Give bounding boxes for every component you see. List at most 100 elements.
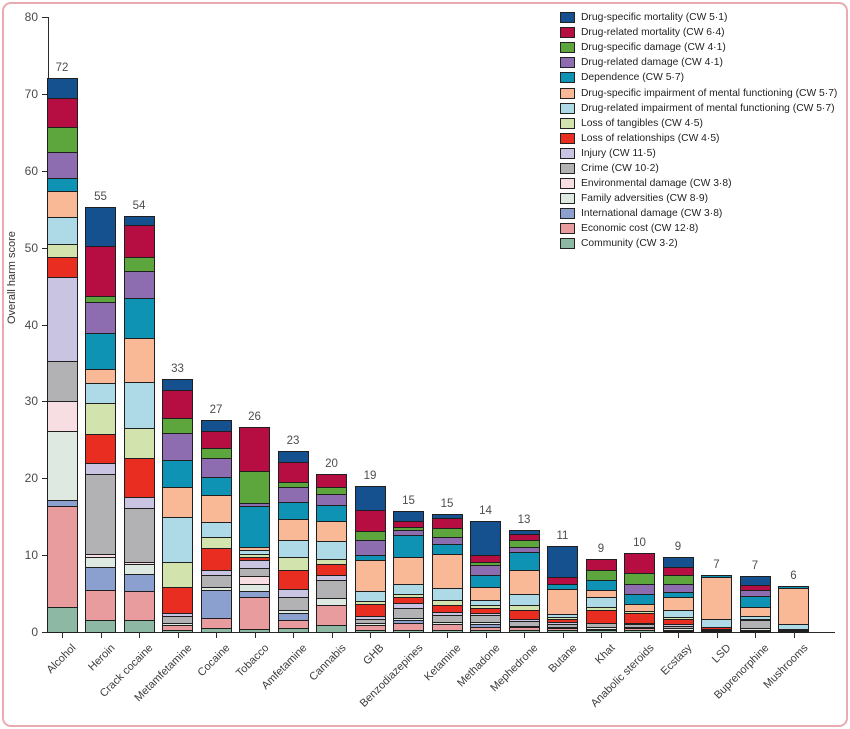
bar-segment <box>548 618 577 622</box>
bar-segment <box>201 476 231 496</box>
bar-segment <box>47 500 77 506</box>
bar-segment <box>509 630 539 632</box>
bar-segment <box>86 296 115 303</box>
legend-item: Dependence (CW 5·7) <box>560 70 837 85</box>
legend-swatch <box>560 117 575 129</box>
bar-segment <box>201 548 231 570</box>
bar-amfetamine <box>277 451 309 633</box>
bar-segment <box>86 556 115 567</box>
legend-swatch <box>560 87 575 99</box>
legend-item: Drug-specific mortality (CW 5·1) <box>560 10 837 25</box>
bar-segment <box>471 562 500 566</box>
bar-segment <box>394 529 423 536</box>
bar-segment <box>278 502 308 519</box>
bar-segment <box>201 495 231 523</box>
bar-segment <box>471 608 500 613</box>
x-tick <box>370 632 371 638</box>
bar-segment <box>47 361 77 401</box>
bar-segment <box>663 629 693 632</box>
y-tick <box>42 324 48 326</box>
bar-segment <box>355 539 385 556</box>
bar-segment <box>240 591 269 597</box>
bar-value-label: 9 <box>597 542 605 555</box>
legend-swatch <box>560 193 575 205</box>
bar-segment <box>471 630 500 632</box>
y-tick-label: 70 <box>24 86 38 101</box>
legend-swatch <box>560 238 575 250</box>
bar-segment <box>625 572 654 585</box>
bar-segment <box>586 627 616 629</box>
y-tick-label: 0 <box>31 625 38 639</box>
bar-segment <box>163 587 192 614</box>
bar-segment <box>509 552 539 571</box>
bar-segment <box>317 563 346 576</box>
y-tick <box>42 247 48 249</box>
bar-segment <box>625 630 654 632</box>
bar-segment <box>432 536 462 544</box>
legend-label: International damage (CW 3·8) <box>581 208 723 220</box>
bar-segment <box>124 382 154 429</box>
bar-segment <box>201 536 231 549</box>
bar-segment <box>317 505 346 521</box>
bar-segment <box>548 614 577 618</box>
bar-segment <box>355 623 385 626</box>
bar-segment <box>201 458 231 477</box>
bar-segment <box>663 592 693 598</box>
bar-segment <box>240 428 269 472</box>
legend-label: Economic cost (CW 12·8) <box>581 223 699 235</box>
bar-segment <box>548 626 577 629</box>
bar-segment <box>509 618 539 622</box>
legend-swatch <box>560 147 575 159</box>
bar-segment <box>625 611 654 613</box>
legend-item: Community (CW 3·2) <box>560 236 837 251</box>
bar-segment <box>355 509 385 532</box>
legend-item: Drug-related mortality (CW 6·4) <box>560 25 837 40</box>
y-tick <box>42 555 48 557</box>
x-tick <box>793 632 795 638</box>
bar-segment <box>394 594 423 598</box>
bar-value-label: 7 <box>751 559 759 572</box>
bar-segment <box>663 575 693 584</box>
bar-segment <box>586 596 616 607</box>
bar-segment <box>509 610 539 619</box>
bar-value-label: 72 <box>55 62 69 75</box>
bar-segment <box>240 471 269 503</box>
legend-label: Crime (CW 10·2) <box>581 162 659 174</box>
bar-segment <box>394 597 423 603</box>
bar-segment <box>86 619 115 632</box>
bar-segment <box>124 573 154 592</box>
bar-segment <box>394 584 423 595</box>
bar-segment <box>240 505 269 547</box>
bar-segment <box>201 421 231 432</box>
bar-value-label: 10 <box>633 537 646 550</box>
y-tick <box>42 632 48 633</box>
bar-segment <box>317 493 346 506</box>
legend-label: Family adversities (CW 8·9) <box>581 193 709 205</box>
bar-segment <box>124 216 154 226</box>
bar-segment <box>509 546 539 552</box>
bar-segment <box>702 630 731 632</box>
legend: Drug-specific mortality (CW 5·1) Drug-rel… <box>560 10 837 252</box>
bar-segment <box>625 594 654 605</box>
bar-segment <box>355 625 385 630</box>
bar-segment <box>86 302 115 333</box>
bar-value-label: 19 <box>363 469 377 482</box>
bar-mephedrone <box>508 530 540 633</box>
bar-segment <box>86 474 115 555</box>
bar-segment <box>779 588 808 624</box>
bar-segment <box>86 246 115 297</box>
bar-segment <box>394 602 423 609</box>
bar-segment <box>586 630 616 632</box>
y-tick <box>42 170 48 172</box>
bar-segment <box>548 624 577 627</box>
bar-segment <box>47 178 77 191</box>
bar-segment <box>278 613 308 621</box>
bar-segment <box>355 555 385 561</box>
bar-segment <box>355 618 385 624</box>
bar-segment <box>432 599 462 606</box>
bar-segment <box>201 628 231 632</box>
bar-segment <box>163 432 192 460</box>
bar-segment <box>586 589 616 597</box>
bar-segment <box>47 190 77 217</box>
y-tick-label: 50 <box>24 240 38 255</box>
